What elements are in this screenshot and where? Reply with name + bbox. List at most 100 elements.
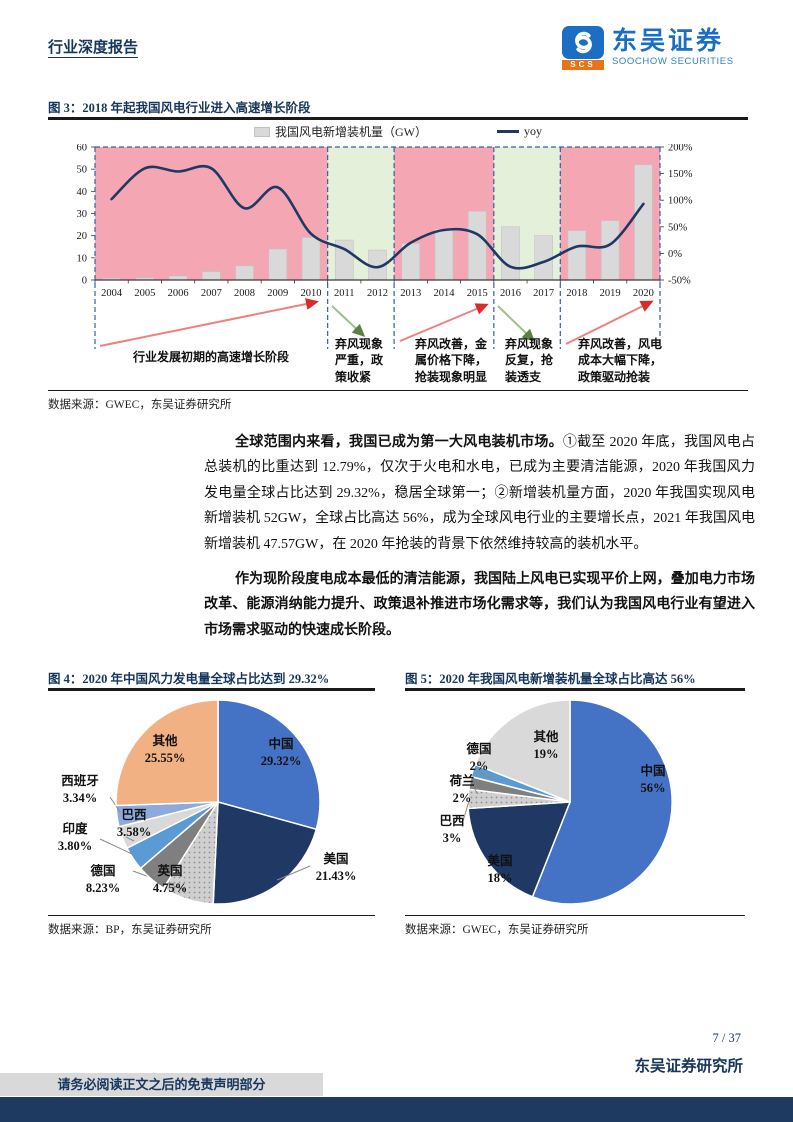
logo-abbr: SCS bbox=[562, 60, 604, 70]
svg-text:150%: 150% bbox=[668, 169, 693, 180]
svg-text:10: 10 bbox=[77, 253, 88, 264]
figure4-title: 图 4：2020 年中国风力发电量全球占比达到 29.32% bbox=[48, 672, 330, 686]
logo-swirl-icon bbox=[562, 26, 604, 59]
logo-text: 东吴证券 SOOCHOW SECURITIES bbox=[612, 26, 734, 67]
bar-2007 bbox=[202, 270, 221, 280]
leader-line-巴西 bbox=[462, 800, 470, 821]
svg-text:2006: 2006 bbox=[168, 288, 189, 299]
svg-text:2016: 2016 bbox=[500, 288, 521, 299]
figure3-legend: 我国风电新增装机量（GW） yoy bbox=[48, 120, 748, 144]
pie-label-其他: 其他 19% bbox=[533, 729, 559, 761]
svg-text:2020: 2020 bbox=[633, 288, 654, 299]
bar-swatch-icon bbox=[254, 126, 270, 137]
trend-arrow-4 bbox=[497, 304, 536, 342]
footer-page-number: 7 / 37 bbox=[712, 1031, 741, 1045]
svg-text:2009: 2009 bbox=[267, 288, 288, 299]
bar-2020 bbox=[634, 163, 653, 280]
leader-line-英国 bbox=[153, 862, 170, 876]
trend-arrow-5 bbox=[565, 300, 654, 345]
svg-text:2014: 2014 bbox=[433, 288, 455, 299]
figure5: 图 5：2020 年我国风电新增装机量全球占比高达 56% 中国 56% 美国 18%… bbox=[405, 668, 745, 937]
yoy-line bbox=[110, 164, 645, 270]
pie-label-巴西: 巴西 3.58% bbox=[116, 807, 152, 839]
figure4-source-rule bbox=[48, 914, 375, 917]
figure3-chart: 2004 2005 2006 2007 2008 2009 2010 2011 2012 2013… bbox=[48, 144, 748, 390]
figure3-chart-svg: 2004 2005 2006 2007 2008 2009 2010 2011 2012 2013… bbox=[77, 144, 693, 349]
pie-slice-美国 bbox=[467, 800, 572, 898]
figure5-pie-svg bbox=[462, 698, 673, 905]
figure3-title: 图 3：2018 年起我国风电行业进入高速增长阶段 bbox=[48, 101, 311, 115]
figure4-source: 数据来源：BP，东吴证券研究所 bbox=[48, 924, 212, 937]
bar-2015 bbox=[467, 210, 487, 280]
svg-text:20: 20 bbox=[77, 231, 88, 242]
svg-text:50: 50 bbox=[77, 164, 88, 175]
svg-text:200%: 200% bbox=[668, 144, 693, 154]
footer-navy-bar bbox=[0, 1097, 793, 1122]
svg-text:-50%: -50% bbox=[668, 275, 691, 286]
svg-text:2015: 2015 bbox=[467, 288, 488, 299]
bar-2018 bbox=[567, 229, 587, 280]
bar-2009 bbox=[268, 248, 288, 280]
svg-text:60: 60 bbox=[77, 144, 88, 154]
footer-institute: 东吴证券研究所 bbox=[634, 1058, 743, 1075]
svg-text:2011: 2011 bbox=[334, 288, 355, 299]
trend-arrow-2 bbox=[331, 304, 366, 337]
pie-slice-其他 bbox=[474, 698, 571, 803]
svg-text:2018: 2018 bbox=[566, 288, 587, 299]
pie-label-荷兰: 荷兰 2% bbox=[449, 773, 475, 805]
svg-text:2012: 2012 bbox=[367, 288, 388, 299]
legend-bars-label: 我国风电新增装机量（GW） bbox=[275, 125, 427, 139]
leader-line-印度 bbox=[99, 838, 133, 854]
figure5-title: 图 5：2020 年我国风电新增装机量全球占比高达 56% bbox=[405, 672, 696, 686]
fig3-phase-label-3: 弃风改善，金 属价格下降， 抢装现象明显 bbox=[415, 336, 488, 384]
paragraph-1: 全球范围内来看，我国已成为第一大风电装机市场。①截至 2020 年底，我国风电占… bbox=[204, 430, 755, 557]
figure3-title-rule bbox=[48, 117, 748, 120]
figure5-source-rule bbox=[405, 914, 745, 917]
paragraph-1-lead: 全球范围内来看，我国已成为第一大风电装机市场。 bbox=[235, 435, 563, 450]
fig3-phase-label-4: 弃风现象 反复，抢 装透支 bbox=[505, 336, 554, 384]
svg-text:0%: 0% bbox=[668, 248, 682, 259]
trend-arrow-1 bbox=[99, 297, 319, 347]
line-swatch-icon bbox=[497, 130, 519, 133]
pie-label-德国: 德国 8.23% bbox=[85, 863, 121, 895]
figure3: 图 3：2018 年起我国风电行业进入高速增长阶段 我国风电新增装机量（GW） … bbox=[48, 97, 748, 412]
svg-text:2017: 2017 bbox=[533, 288, 554, 299]
legend-item-yoy: yoy bbox=[497, 124, 542, 139]
svg-text:2004: 2004 bbox=[101, 288, 123, 299]
svg-text:2008: 2008 bbox=[234, 288, 255, 299]
figure3-source: 数据来源：GWEC，东吴证券研究所 bbox=[48, 399, 232, 412]
pie-label-其他: 其他 25.55% bbox=[144, 733, 186, 765]
figure4-title-rule bbox=[48, 688, 375, 691]
bar-2010 bbox=[301, 236, 321, 280]
figure4: 图 4：2020 年中国风力发电量全球占比达到 29.32% 中国 29.32% 美… bbox=[48, 668, 375, 937]
bar-2008 bbox=[235, 265, 254, 280]
pie-label-美国: 美国 21.43% bbox=[315, 851, 357, 883]
footer-disclaimer: 请务必阅读正文之后的免责声明部分 bbox=[0, 1073, 323, 1096]
legend-item-bars: 我国风电新增装机量（GW） bbox=[254, 123, 427, 140]
logo-brand-en: SOOCHOW SECURITIES bbox=[612, 56, 734, 67]
legend-yoy-label: yoy bbox=[524, 124, 542, 138]
pie-slice-其他 bbox=[115, 698, 219, 806]
bar-2017 bbox=[534, 234, 553, 280]
svg-text:40: 40 bbox=[77, 186, 88, 197]
svg-text:30: 30 bbox=[77, 209, 88, 220]
pie-label-中国: 中国 56% bbox=[640, 763, 666, 795]
figure5-pie-chart: 中国 56% 美国 18% 巴西 3% 荷兰 2% 德国 2% 其他 19% bbox=[405, 691, 745, 915]
pie-label-德国: 德国 2% bbox=[466, 741, 492, 773]
paragraph-2: 作为现阶段度电成本最低的清洁能源，我国陆上风电已实现平价上网，叠加电力市场改革、… bbox=[204, 572, 755, 638]
pie-slice-美国 bbox=[212, 800, 318, 905]
bar-2019 bbox=[600, 219, 620, 280]
logo-icon: SCS bbox=[562, 26, 604, 70]
pie-slice-中国 bbox=[531, 698, 673, 905]
svg-text:2019: 2019 bbox=[600, 288, 621, 299]
figure3-source-rule bbox=[48, 389, 748, 392]
svg-text:2007: 2007 bbox=[201, 288, 222, 299]
report-type-label: 行业深度报告 bbox=[48, 40, 139, 56]
soochow-logo: SCS 东吴证券 SOOCHOW SECURITIES bbox=[562, 26, 734, 70]
pie-label-中国: 中国 29.32% bbox=[260, 736, 302, 768]
fig3-phase-label-1: 行业发展初期的高速增长阶段 bbox=[132, 349, 289, 364]
figure4-pie-chart: 中国 29.32% 美国 21.43% 德国 8.23% 英国 4.75% 印度 3.80% 巴西 3… bbox=[48, 691, 375, 915]
bar-2016 bbox=[501, 226, 520, 280]
pie-slice-中国 bbox=[217, 698, 321, 830]
